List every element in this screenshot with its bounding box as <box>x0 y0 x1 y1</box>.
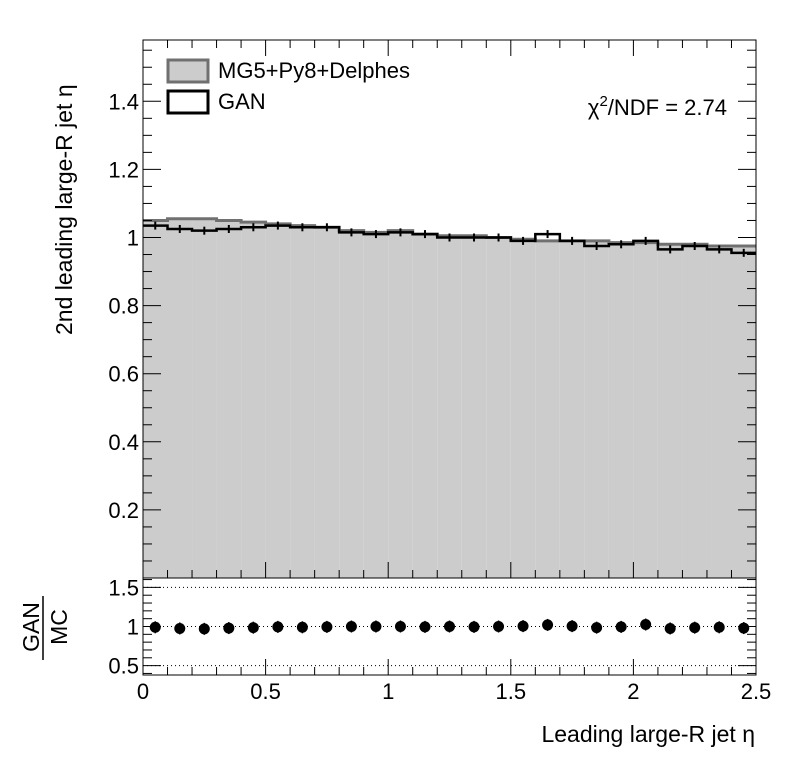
mc-bin-bar <box>706 246 732 578</box>
main-ytick-label: 0.2 <box>108 498 139 523</box>
legend-swatch-gan <box>166 89 210 115</box>
ratio-point <box>615 621 627 633</box>
ratio-point <box>664 622 676 634</box>
ratio-point <box>419 621 431 633</box>
ratio-point <box>591 622 603 634</box>
gan-histogram-line <box>143 224 756 255</box>
chi2-annotation: χ2/NDF = 2.74 <box>588 93 727 120</box>
ratio-point <box>713 621 725 633</box>
ratio-point <box>223 622 235 634</box>
ratio-point <box>738 622 750 634</box>
ratio-point <box>296 621 308 633</box>
ratio-point <box>640 619 652 631</box>
ratio-point <box>370 621 382 632</box>
histogram-lines <box>143 217 756 257</box>
main-ytick-label: 1 <box>127 225 139 250</box>
ratio-point <box>247 622 259 634</box>
ratio-axis-ticks <box>143 579 756 675</box>
ratio-point <box>566 620 578 632</box>
ratio-point <box>468 621 480 633</box>
legend-label-mc: MG5+Py8+Delphes <box>218 58 410 83</box>
chi2-exponent: 2 <box>599 93 607 110</box>
mc-bin-bar <box>486 237 511 579</box>
main-ytick-label: 1.4 <box>108 89 139 114</box>
mc-bin-bar <box>241 222 266 578</box>
ratio-ylabel: GAN MC <box>18 596 72 660</box>
mc-bin-bar <box>167 218 193 579</box>
mc-bin-bar <box>412 234 438 578</box>
xlabel: Leading large-R jet η <box>541 721 755 747</box>
ratio-point <box>272 621 284 633</box>
chi-symbol: χ <box>588 95 600 120</box>
mc-bin-bar <box>192 218 217 579</box>
mc-bin-bar <box>437 235 462 578</box>
ratio-point <box>394 621 406 632</box>
ratio-point <box>493 621 505 632</box>
ratio-point <box>174 622 186 634</box>
xtick-label: 2.5 <box>741 679 772 704</box>
xtick-label: 2 <box>627 679 639 704</box>
ratio-ytick-label: 1.5 <box>108 575 139 600</box>
main-axis-ticks <box>143 40 756 578</box>
legend-label-gan: GAN <box>218 89 266 114</box>
xtick-label: 0 <box>137 679 149 704</box>
ratio-ytick-labels: 0.5 1 1.5 <box>108 575 139 678</box>
mc-bin-bar <box>657 244 683 578</box>
mc-bin-bar <box>535 240 560 578</box>
ratio-ytick-label: 0.5 <box>108 654 139 679</box>
xtick-label: 1 <box>382 679 394 704</box>
main-ytick-label: 0.4 <box>108 430 139 455</box>
legend-swatch-mc <box>166 58 210 84</box>
main-ytick-label: 0.8 <box>108 294 139 319</box>
xtick-label: 0.5 <box>250 679 281 704</box>
mc-bin-bar <box>608 242 634 579</box>
mc-bin-bar <box>388 230 413 579</box>
mc-bin-bar <box>584 240 609 578</box>
mc-bin-bar <box>290 225 315 579</box>
ratio-point <box>149 621 161 633</box>
chi2-value: /NDF = 2.74 <box>608 95 727 120</box>
ratio-point <box>198 623 210 635</box>
ratio-ylabel-denominator: MC <box>46 609 72 645</box>
mc-bin-bar <box>363 232 389 578</box>
ratio-ylabel-numerator: GAN <box>18 602 44 652</box>
mc-bin-bar <box>265 223 291 578</box>
ratio-point <box>345 621 357 632</box>
mc-bin-bar <box>461 235 487 578</box>
main-ylabel: 2nd leading large-R jet η <box>51 84 77 335</box>
main-ytick-label: 1.2 <box>108 157 139 182</box>
mc-bin-bar <box>216 220 242 578</box>
mc-bin-bar <box>633 242 658 579</box>
main-ytick-labels: 0.2 0.4 0.6 0.8 1 1.2 1.4 <box>108 89 139 523</box>
ratio-point <box>542 619 554 631</box>
ratio-panel: 0.511.5 0 0.5 1 1.5 2 2.5 GAN MC Leading larg… <box>18 575 771 747</box>
mc-bin-bar <box>510 239 536 578</box>
mc-bin-bar <box>339 230 364 579</box>
main-panel: 0.2 0.4 0.6 0.8 1 1.2 1.4 2nd leading large-R … <box>51 39 757 579</box>
mc-bin-bar <box>314 227 340 578</box>
xtick-label: 1.5 <box>496 679 527 704</box>
ratio-point <box>689 622 701 634</box>
ratio-ytick-label: 1 <box>127 615 139 640</box>
mc-bin-bar <box>559 240 585 578</box>
ratio-point <box>517 620 529 632</box>
ratio-point <box>321 621 333 633</box>
mc-bin-bar <box>682 244 707 578</box>
ratio-point <box>444 621 455 632</box>
mc-histogram-fill <box>143 218 756 579</box>
mc-bin-bar <box>731 246 756 578</box>
legend: MG5+Py8+Delphes GAN <box>166 58 410 115</box>
main-ytick-label: 0.6 <box>108 362 139 387</box>
mc-bin-bar <box>143 220 168 578</box>
ratio-points <box>149 618 750 635</box>
xtick-labels: 0 0.5 1 1.5 2 2.5 <box>137 679 771 704</box>
